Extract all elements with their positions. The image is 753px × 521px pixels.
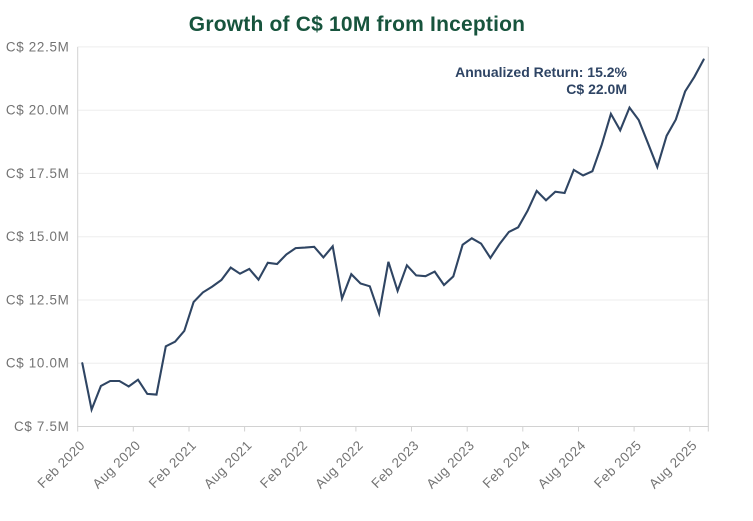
svg-text:Aug 2021: Aug 2021 [201,438,255,492]
svg-text:Aug 2024: Aug 2024 [535,437,589,491]
svg-text:Aug 2020: Aug 2020 [90,438,144,492]
svg-text:C$ 7.5M: C$ 7.5M [14,419,70,434]
svg-text:C$ 17.5M: C$ 17.5M [6,166,70,181]
svg-text:Feb 2025: Feb 2025 [591,438,644,491]
svg-text:C$ 10.0M: C$ 10.0M [6,356,70,371]
svg-text:Aug 2023: Aug 2023 [423,438,477,492]
svg-text:Feb 2021: Feb 2021 [146,438,199,491]
svg-text:Feb 2023: Feb 2023 [368,438,421,491]
svg-text:Feb 2022: Feb 2022 [257,438,310,491]
svg-text:Feb 2020: Feb 2020 [34,438,87,491]
svg-text:Feb 2024: Feb 2024 [480,437,533,490]
svg-text:Aug 2022: Aug 2022 [312,438,366,492]
svg-text:C$ 20.0M: C$ 20.0M [6,103,70,118]
svg-text:C$ 15.0M: C$ 15.0M [6,229,70,244]
svg-text:C$ 22.5M: C$ 22.5M [6,39,70,54]
svg-text:Aug 2025: Aug 2025 [646,438,700,492]
svg-text:C$ 12.5M: C$ 12.5M [6,293,70,308]
